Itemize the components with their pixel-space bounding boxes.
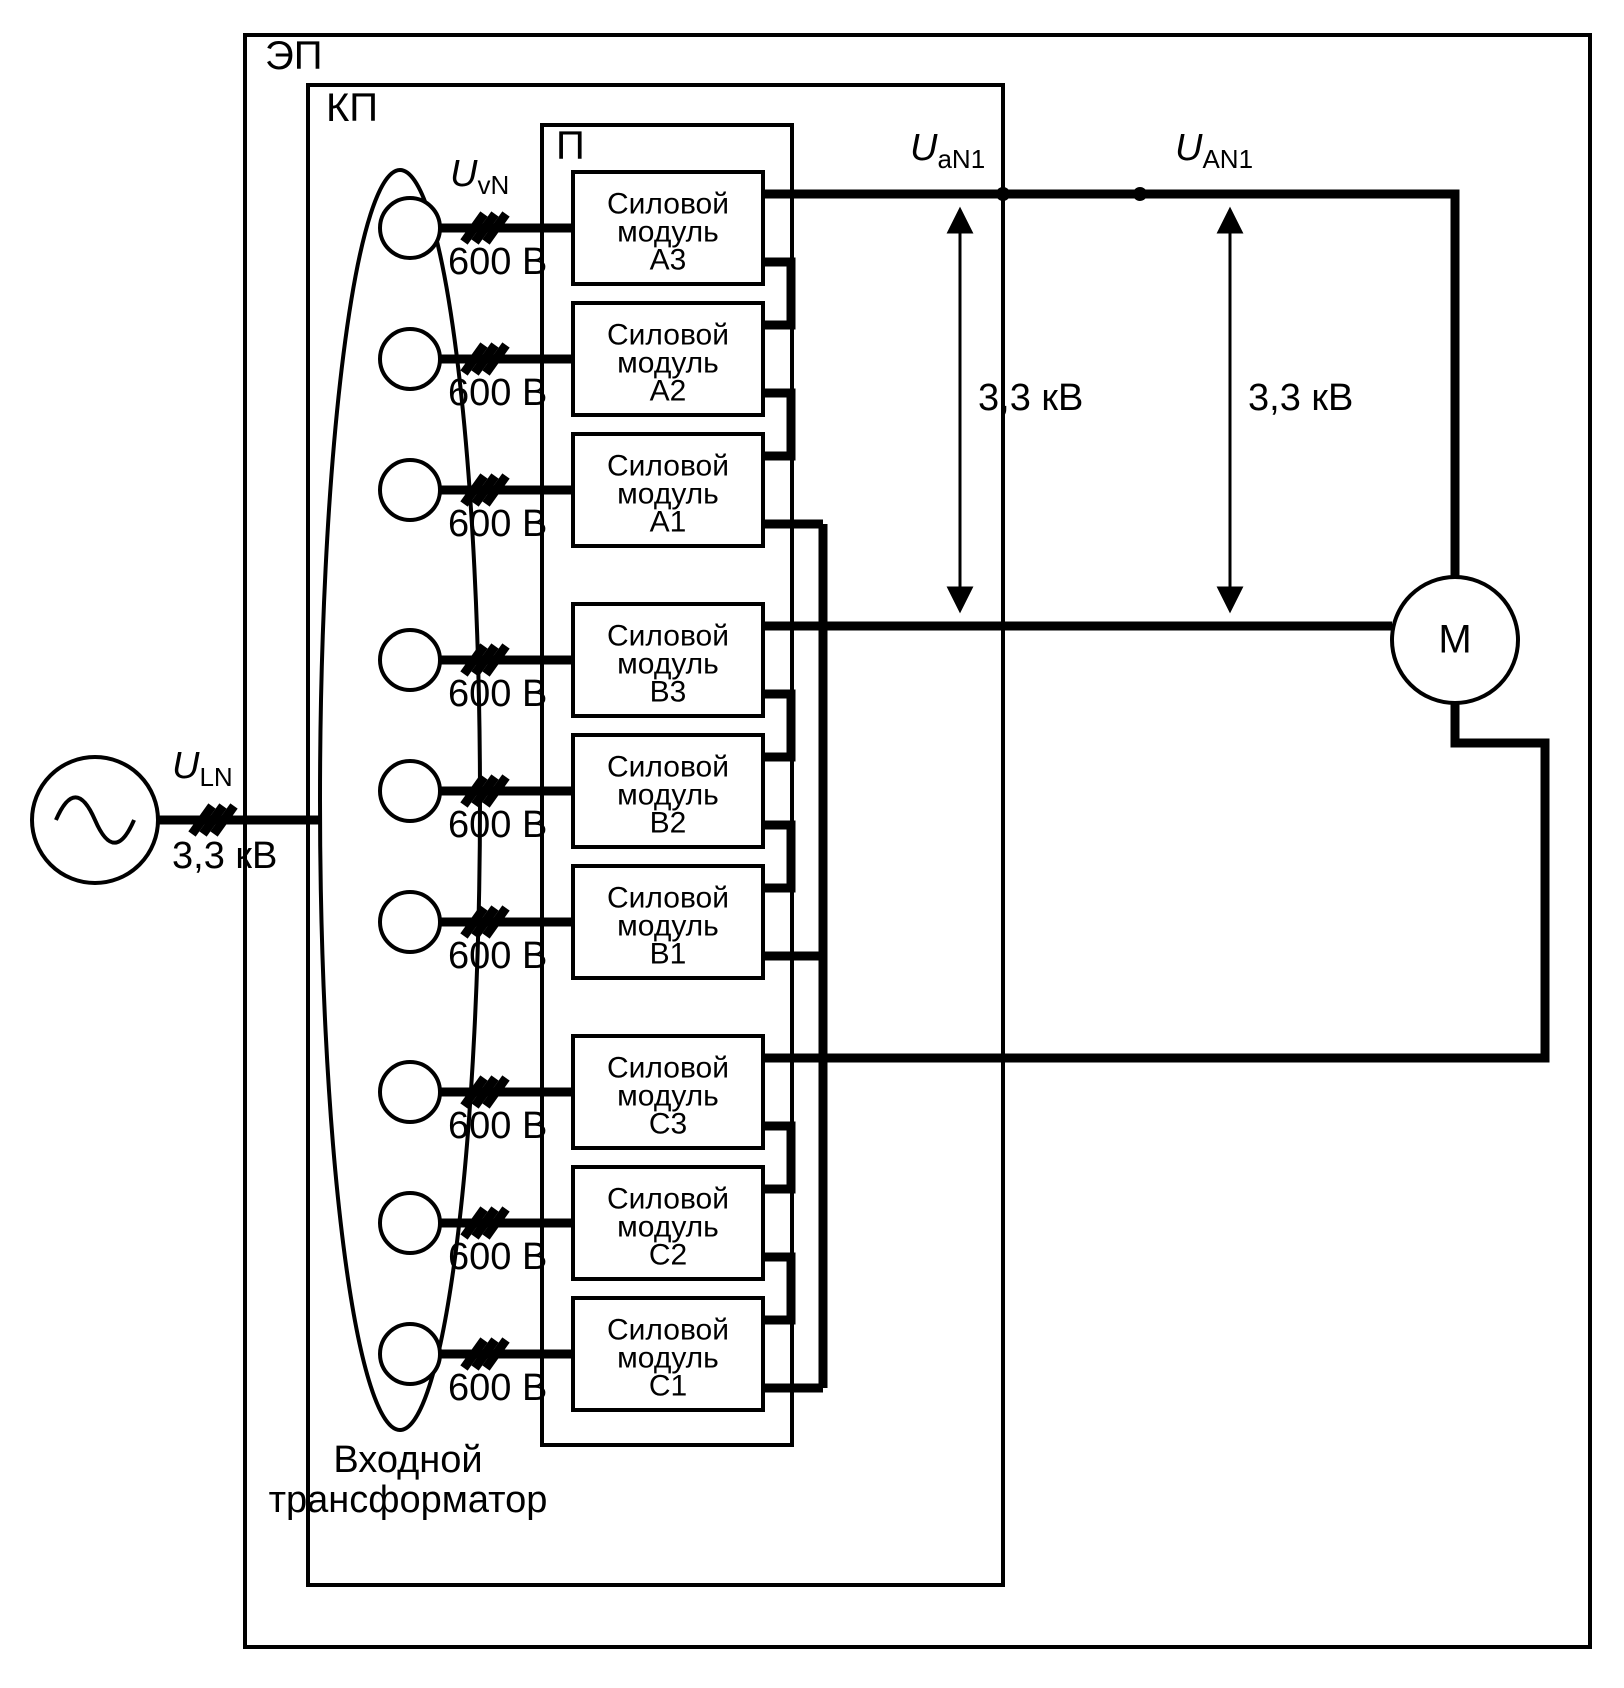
frame-p-label: П (556, 124, 585, 168)
frame-ep-label: ЭП (265, 34, 323, 78)
node-uAN1 (1133, 187, 1147, 201)
secondary-volt-b1: 600 В (448, 935, 547, 977)
dim-text-uan1: 3,3 кВ (978, 377, 1083, 419)
module-a1-id: A1 (650, 506, 687, 539)
secondary-volt-c3: 600 В (448, 1105, 547, 1147)
secondary-a3-icon (380, 198, 440, 258)
secondary-a2-icon (380, 329, 440, 389)
module-c3-id: C3 (649, 1108, 687, 1141)
primary-voltage: 3,3 кВ (172, 835, 277, 877)
dim-text-uAn1: 3,3 кВ (1248, 377, 1353, 419)
secondary-c3-icon (380, 1062, 440, 1122)
secondary-volt-b3: 600 В (448, 673, 547, 715)
secondary-c1-icon (380, 1324, 440, 1384)
secondary-c2-icon (380, 1193, 440, 1253)
module-b2-id: B2 (650, 807, 687, 840)
module-a3-id: A3 (650, 244, 687, 277)
module-c2-id: C2 (649, 1239, 687, 1272)
module-a2-id: A2 (650, 375, 687, 408)
secondary-a1-icon (380, 460, 440, 520)
transformer-label-2: трансформатор (269, 1479, 548, 1521)
motor-label: M (1438, 618, 1471, 662)
module-c1-id: C1 (649, 1370, 687, 1403)
node-uaN1 (996, 187, 1010, 201)
module-b1-id: B1 (650, 938, 687, 971)
module-b3-id: B3 (650, 676, 687, 709)
secondary-volt-b2: 600 В (448, 804, 547, 846)
secondary-volt-c2: 600 В (448, 1236, 547, 1278)
secondary-volt-a1: 600 В (448, 503, 547, 545)
secondary-volt-a2: 600 В (448, 372, 547, 414)
secondary-b2-icon (380, 761, 440, 821)
transformer-label-1: Входной (333, 1439, 482, 1481)
frame-kp-label: КП (326, 86, 378, 130)
secondary-volt-a3: 600 В (448, 241, 547, 283)
secondary-b1-icon (380, 892, 440, 952)
secondary-b3-icon (380, 630, 440, 690)
secondary-volt-c1: 600 В (448, 1367, 547, 1409)
